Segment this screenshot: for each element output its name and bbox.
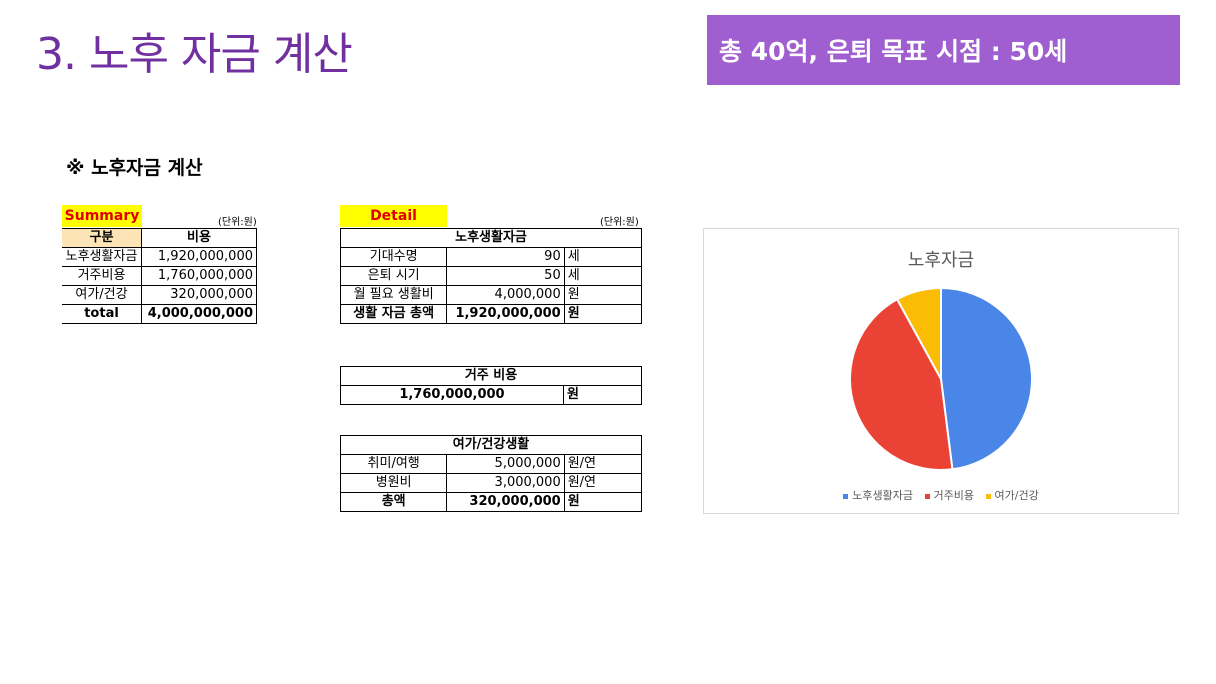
table-row: 거주 비용 xyxy=(340,366,642,386)
detail-row-value: 3,000,000 xyxy=(446,473,565,493)
legend-swatch xyxy=(843,493,849,499)
summary-row-value: 1,920,000,000 xyxy=(141,247,257,267)
housing-cost-title: 거주 비용 xyxy=(340,366,642,386)
table-row: total 4,000,000,000 xyxy=(62,304,257,324)
legend-item: 노후생활자금 xyxy=(843,487,913,503)
table-row: 생활 자금 총액 1,920,000,000 원 xyxy=(339,304,643,324)
detail-row-label: 취미/여행 xyxy=(339,454,448,474)
pie-slice xyxy=(940,286,1033,471)
legend-item: 거주비용 xyxy=(924,487,975,503)
summary-tag: Summary xyxy=(62,205,142,227)
pie-slice xyxy=(895,286,942,380)
detail-unit: (단위:원) xyxy=(600,217,639,228)
living-cost-title: 노후생활자금 xyxy=(340,228,642,248)
summary-header-label: 구분 xyxy=(62,228,142,248)
legend-swatch xyxy=(985,493,991,499)
table-row: 기대수명 90 세 xyxy=(339,247,643,267)
table-row: 총액 320,000,000 원 xyxy=(339,492,643,512)
summary-header-value: 비용 xyxy=(141,228,257,248)
pie-chart xyxy=(849,286,1033,471)
detail-row-unit: 원 xyxy=(563,285,643,305)
table-row: 여가/건강 320,000,000 xyxy=(62,285,257,305)
table-row: 월 필요 생활비 4,000,000 원 xyxy=(339,285,643,305)
housing-cost-value: 1,760,000,000 xyxy=(340,385,564,405)
summary-unit: (단위:원) xyxy=(218,217,257,228)
legend-swatch xyxy=(924,493,930,499)
housing-cost-table: 거주 비용 1,760,000,000 원 xyxy=(340,366,643,405)
summary-total-label: total xyxy=(62,304,142,324)
leisure-cost-title: 여가/건강생활 xyxy=(340,435,642,455)
table-row: 거주비용 1,760,000,000 xyxy=(62,266,257,286)
detail-row-unit: 원 xyxy=(563,304,643,324)
table-row: 노후생활자금 xyxy=(340,228,642,248)
summary-row-value: 1,760,000,000 xyxy=(141,266,257,286)
summary-row-label: 여가/건강 xyxy=(62,285,142,305)
detail-row-unit: 세 xyxy=(563,266,643,286)
section-heading: ※ 노후자금 계산 xyxy=(66,157,203,179)
detail-row-value: 5,000,000 xyxy=(446,454,565,474)
detail-row-value: 1,920,000,000 xyxy=(446,304,565,324)
legend-label: 여가/건강 xyxy=(994,489,1039,502)
living-cost-table: 노후생활자금 기대수명 90 세 은퇴 시기 50 세 월 필요 생활비 4,0… xyxy=(339,228,643,324)
detail-row-unit: 원 xyxy=(563,492,643,512)
detail-row-unit: 원/연 xyxy=(563,473,643,493)
summary-row-label: 거주비용 xyxy=(62,266,142,286)
detail-tag: Detail xyxy=(340,205,447,227)
table-row: 취미/여행 5,000,000 원/연 xyxy=(339,454,643,474)
pie-chart-panel: 노후자금 노후생활자금 거주비용 여가/건강 xyxy=(703,228,1179,514)
leisure-cost-table: 여가/건강생활 취미/여행 5,000,000 원/연 병원비 3,000,00… xyxy=(339,435,643,512)
detail-row-value: 50 xyxy=(446,266,565,286)
table-row: 병원비 3,000,000 원/연 xyxy=(339,473,643,493)
pie-slice xyxy=(849,297,954,471)
detail-row-label: 병원비 xyxy=(339,473,448,493)
slide-title: 3. 노후 자금 계산 xyxy=(36,29,353,80)
detail-row-value: 90 xyxy=(446,247,565,267)
detail-row-value: 320,000,000 xyxy=(446,492,565,512)
goal-banner-text: 총 40억, 은퇴 목표 시점 : 50세 xyxy=(719,37,1068,66)
legend-label: 거주비용 xyxy=(933,489,975,502)
chart-title: 노후자금 xyxy=(907,250,975,271)
detail-row-label: 기대수명 xyxy=(339,247,448,267)
detail-row-label: 은퇴 시기 xyxy=(339,266,448,286)
detail-row-unit: 원/연 xyxy=(563,454,643,474)
summary-row-label: 노후생활자금 xyxy=(62,247,142,267)
legend-label: 노후생활자금 xyxy=(852,489,914,502)
summary-row-value: 320,000,000 xyxy=(141,285,257,305)
detail-row-unit: 세 xyxy=(563,247,643,267)
chart-legend: 노후생활자금 거주비용 여가/건강 xyxy=(704,487,1178,503)
table-row: 은퇴 시기 50 세 xyxy=(339,266,643,286)
table-row: 구분 비용 xyxy=(62,228,257,248)
goal-banner: 총 40억, 은퇴 목표 시점 : 50세 xyxy=(707,15,1180,85)
legend-item: 여가/건강 xyxy=(985,487,1039,503)
detail-row-label: 월 필요 생활비 xyxy=(339,285,448,305)
detail-row-label: 생활 자금 총액 xyxy=(339,304,448,324)
table-row: 노후생활자금 1,920,000,000 xyxy=(62,247,257,267)
detail-row-value: 4,000,000 xyxy=(446,285,565,305)
detail-row-label: 총액 xyxy=(339,492,448,512)
summary-table: 구분 비용 노후생활자금 1,920,000,000 거주비용 1,760,00… xyxy=(62,228,257,324)
table-row: 1,760,000,000 원 xyxy=(340,385,643,405)
housing-cost-unit: 원 xyxy=(562,385,643,405)
table-row: 여가/건강생활 xyxy=(340,435,642,455)
summary-total-value: 4,000,000,000 xyxy=(141,304,257,324)
